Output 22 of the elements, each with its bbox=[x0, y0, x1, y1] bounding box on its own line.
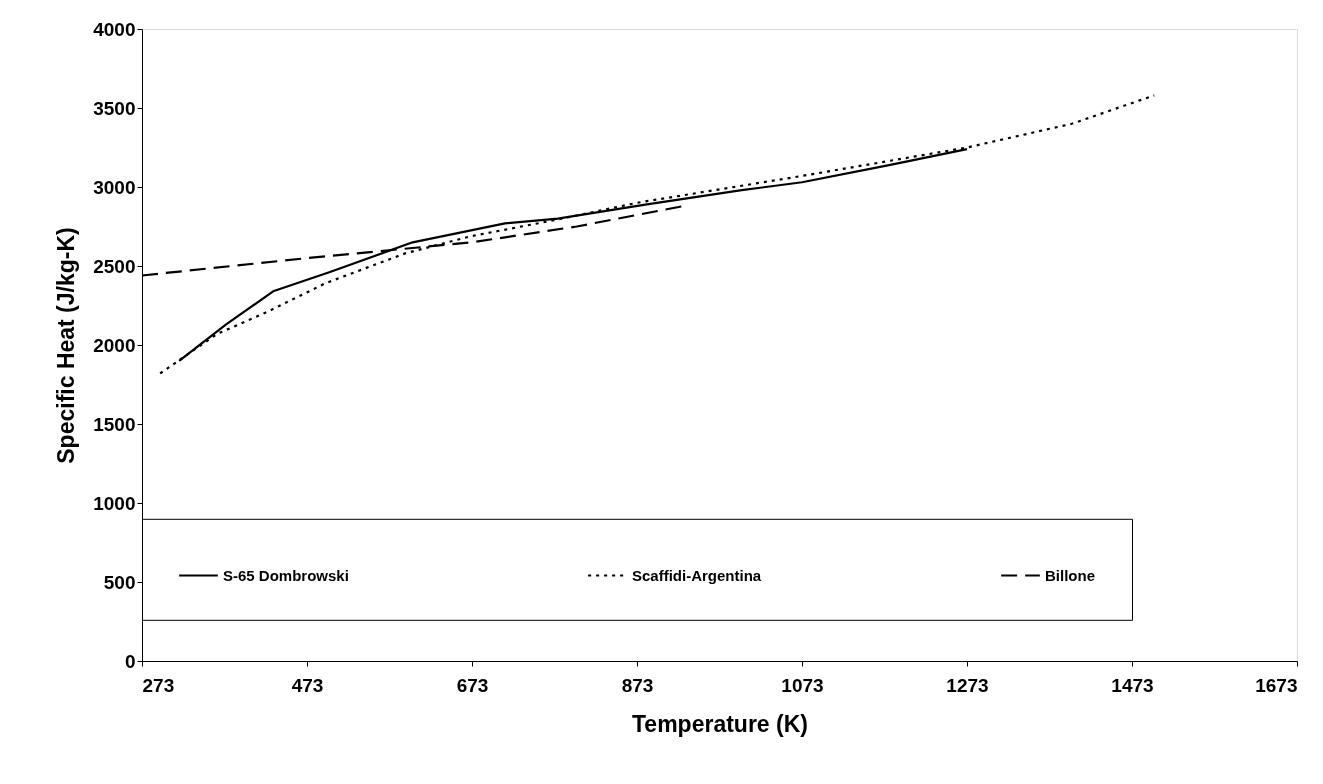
x-tick-label: 1473 bbox=[1111, 674, 1154, 696]
y-tick-label: 1500 bbox=[93, 413, 136, 435]
y-tick-label: 3500 bbox=[93, 97, 136, 119]
x-tick-label: 1273 bbox=[946, 674, 989, 696]
y-tick-label: 500 bbox=[103, 571, 136, 593]
legend-label: Billone bbox=[1045, 566, 1096, 584]
x-tick-label: 673 bbox=[456, 674, 489, 696]
x-tick-label: 873 bbox=[621, 674, 654, 696]
y-tick-label: 0 bbox=[124, 650, 136, 672]
x-axis-title: Temperature (K) bbox=[632, 710, 808, 737]
x-tick-label: 473 bbox=[291, 674, 324, 696]
y-tick-label: 2000 bbox=[93, 334, 136, 356]
y-axis-title: Specific Heat (J/kg-K) bbox=[53, 227, 80, 464]
legend-label: S-65 Dombrowski bbox=[223, 566, 349, 584]
y-tick-label: 2500 bbox=[93, 255, 136, 277]
x-tick-label: 1073 bbox=[781, 674, 824, 696]
y-tick-label: 1000 bbox=[93, 492, 136, 514]
x-tick-label: 1673 bbox=[1255, 674, 1298, 696]
legend-label: Scaffidi-Argentina bbox=[632, 566, 762, 584]
x-tick-label: 273 bbox=[142, 674, 175, 696]
y-tick-label: 4000 bbox=[93, 18, 136, 40]
y-tick-label: 3000 bbox=[93, 176, 136, 198]
